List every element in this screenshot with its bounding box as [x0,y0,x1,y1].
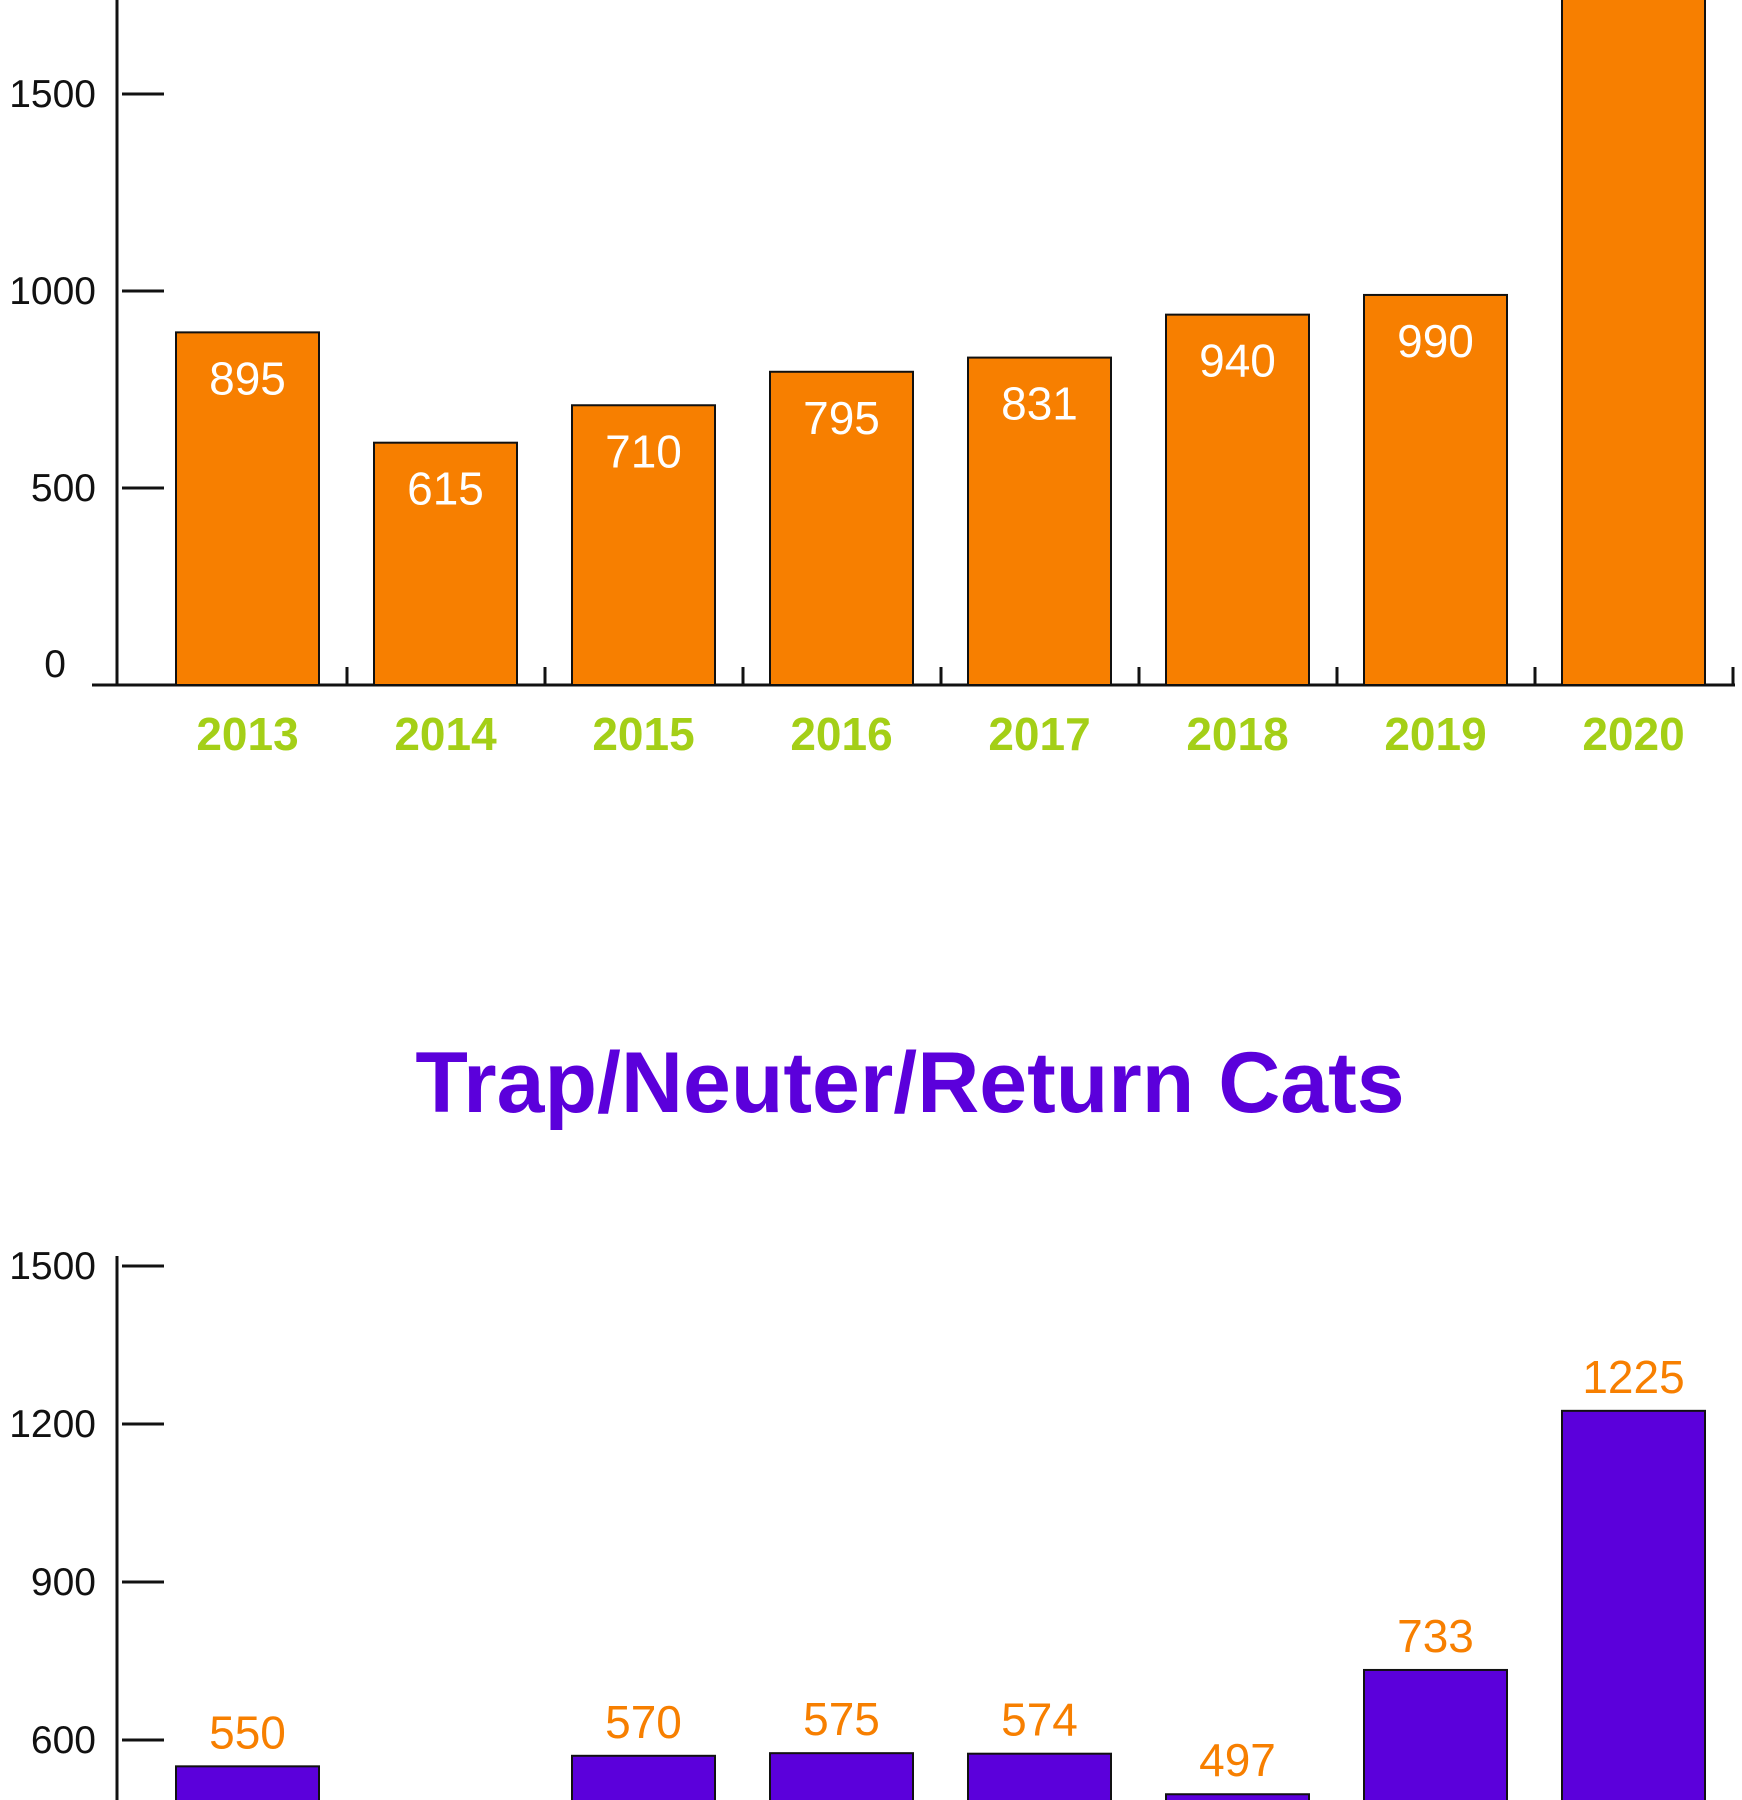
bar-value-label-2019: 733 [1397,1610,1474,1662]
bar-value-label-2018: 497 [1199,1734,1276,1786]
bar-2017 [967,1752,1112,1800]
bar-value-label-2016: 795 [803,392,880,444]
x-category-label-2019: 2019 [1384,708,1486,760]
y-tick-label: 600 [31,1719,96,1762]
bar-value-label-2015: 570 [605,1696,682,1748]
bar-2014 [373,441,518,686]
bar-2015 [571,1754,716,1800]
bar-value-label-2015: 710 [605,425,682,477]
bar-value-label-2014: 615 [407,463,484,515]
x-category-label-2014: 2014 [394,708,497,760]
y-tick-label: 0 [44,643,66,686]
trap-neuter-return-bar-chart: 600 900 1200 1500 550 570 575 574 497 733 1225 [9,1245,1706,1800]
bar-2013 [175,1765,320,1800]
y-tick-label: 500 [31,467,96,510]
x-category-label-2020: 2020 [1582,708,1684,760]
bar-value-label-2018: 940 [1199,335,1276,387]
bar-2016 [769,370,914,686]
bar-2019 [1363,293,1508,686]
top-bar-chart: 0 500 1000 1500 895 2013 615 2014 710 2015 795 2016… [9,0,1735,760]
bar-2013 [175,331,320,686]
y-tick-label: 1500 [9,1245,96,1288]
y-tick-label: 900 [31,1561,96,1604]
bar-value-label-2017: 831 [1001,378,1078,430]
bar-value-label-2019: 990 [1397,315,1474,367]
bar-2020 [1561,1409,1706,1800]
bar-value-label-2016: 575 [803,1693,880,1745]
x-category-label-2016: 2016 [790,708,892,760]
bar-2020 [1561,0,1706,686]
bar-value-label-2013: 550 [209,1706,286,1758]
chart-title: Trap/Neuter/Return Cats [415,1035,1404,1131]
x-category-label-2015: 2015 [592,708,694,760]
bar-2018 [1165,313,1310,686]
bar-2016 [769,1752,914,1800]
x-category-label-2013: 2013 [196,708,298,760]
bar-value-label-2013: 895 [209,352,286,404]
y-tick-label: 1000 [9,270,96,313]
bar-2019 [1363,1668,1508,1800]
y-tick-label: 1500 [9,73,96,116]
bar-2015 [571,404,716,686]
y-tick-label: 1200 [9,1403,96,1446]
bar-2017 [967,356,1112,686]
bar-value-label-2020: 1225 [1582,1351,1684,1403]
x-category-label-2017: 2017 [988,708,1090,760]
bar-value-label-2017: 574 [1001,1694,1078,1746]
x-category-label-2018: 2018 [1186,708,1288,760]
bar-2018 [1165,1793,1310,1800]
